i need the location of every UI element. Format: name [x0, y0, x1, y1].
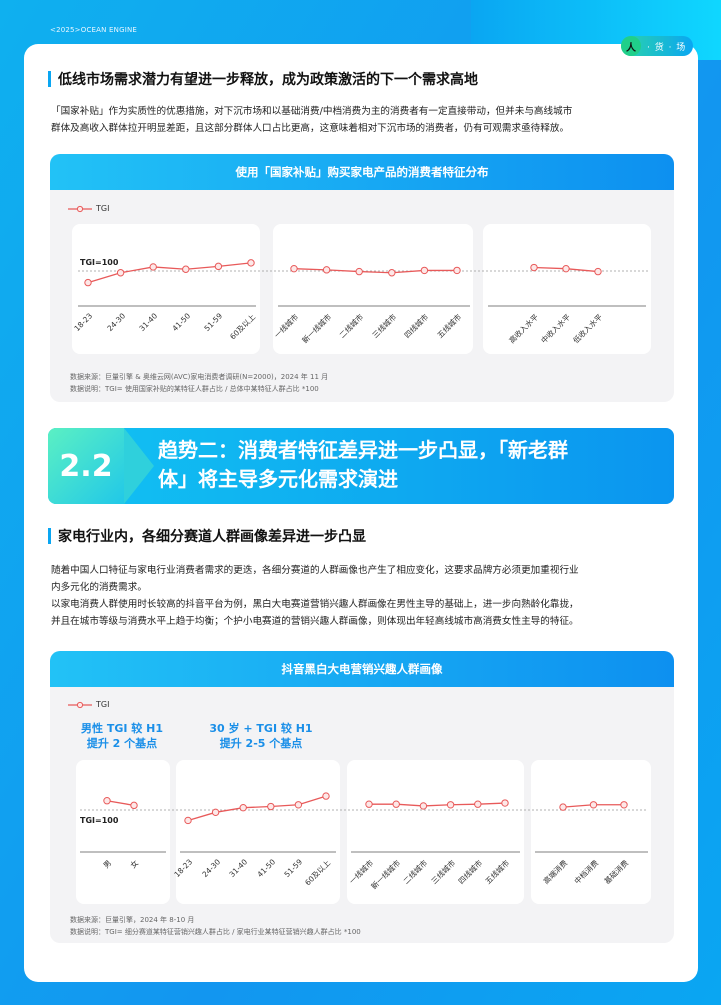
data-point	[355, 267, 363, 276]
data-point	[149, 263, 157, 271]
source-line: 数据来源：巨量引擎，2024 年 8-10 月	[70, 916, 195, 924]
series-line	[87, 262, 252, 284]
para-line: 「国家补贴」作为实质性的优惠措施，对下沉市场和以基础消费/中档消费为主的消费者有…	[51, 106, 573, 117]
series-line	[187, 795, 327, 822]
data-point	[388, 269, 396, 277]
trend-notch	[124, 428, 154, 504]
data-point	[103, 797, 111, 805]
section2-paragraph: 随着中国人口特征与家电行业消费者需求的更迭，各细分赛道的人群画像也产生了相应变化…	[51, 562, 681, 630]
chart1-legend: TGI	[68, 204, 109, 213]
section1-paragraph: 「国家补贴」作为实质性的优惠措施，对下沉市场和以基础消费/中档消费为主的消费者有…	[51, 103, 681, 137]
chart1-title: 使用「国家补贴」购买家电产品的消费者特征分布	[50, 154, 674, 190]
source-line: 数据说明：TGI= 细分赛道某特征营销兴趣人群占比 / 家电行业某特征营销兴趣人…	[70, 928, 361, 936]
data-point	[589, 801, 598, 809]
annotation-line: 提升 2 个基点	[86, 737, 158, 750]
data-point	[247, 259, 255, 267]
data-point	[294, 801, 303, 809]
data-point	[239, 803, 247, 812]
para-line: 以家电消费人群使用时长较高的抖音平台为例，黑白大电赛道营销兴趣人群画像在男性主导…	[51, 599, 579, 610]
trend-title: 趋势二：消费者特征差异进一步凸显，「新老群 体」将主导多元化需求演进	[158, 436, 658, 494]
legend-line-icon	[68, 205, 92, 212]
data-point	[419, 802, 428, 810]
data-point	[594, 267, 602, 276]
data-point	[184, 816, 192, 825]
data-point	[501, 799, 509, 807]
trend-banner: 2.2 趋势二：消费者特征差异进一步凸显，「新老群 体」将主导多元化需求演进	[48, 428, 674, 504]
series-line	[106, 800, 135, 807]
trend-title-line: 体」将主导多元化需求演进	[158, 467, 398, 491]
data-point	[116, 269, 125, 277]
annotation-line: 男性 TGI 较 H1	[81, 722, 163, 735]
data-point	[559, 803, 567, 811]
data-point	[322, 266, 331, 274]
source-line: 数据来源：巨量引擎 & 奥维云网(AVC)家电消费者调研(N=2000)，202…	[70, 373, 329, 381]
data-point	[453, 266, 461, 275]
data-point	[267, 802, 275, 811]
data-point	[620, 801, 628, 809]
source-line: 数据说明：TGI= 使用国家补贴的某特征人群占比 / 总体中某特征人群占比 *1…	[70, 385, 319, 393]
top-label: <2025>OCEAN ENGINE	[50, 26, 138, 34]
chart2-panel-gender	[76, 760, 170, 904]
chart1-panel-city	[273, 224, 473, 354]
para-line: 随着中国人口特征与家电行业消费者需求的更迭，各细分赛道的人群画像也产生了相应变化…	[51, 565, 579, 576]
trend-title-line: 趋势二：消费者特征差异进一步凸显，「新老群	[158, 438, 568, 462]
chart2-source: 数据来源：巨量引擎，2024 年 8-10 月 数据说明：TGI= 细分赛道某特…	[70, 914, 361, 938]
para-line: 并且在城市等级与消费水平上趋于均衡；个护小电赛道的营销兴趣人群画像，则体现出年轻…	[51, 616, 579, 627]
series-line	[293, 268, 457, 274]
chart1-source: 数据来源：巨量引擎 & 奥维云网(AVC)家电消费者调研(N=2000)，202…	[70, 371, 328, 395]
data-point	[84, 278, 92, 287]
chart2-tgi-label: TGI=100	[80, 816, 119, 825]
series-line	[369, 802, 506, 807]
chart2-panel-age	[176, 760, 340, 904]
chart2-panel-city	[347, 760, 524, 904]
data-point	[365, 800, 373, 808]
data-point	[214, 262, 223, 271]
chart2-legend: TGI	[68, 700, 109, 709]
chart2-panel-consumption	[531, 760, 651, 904]
data-point	[130, 801, 138, 810]
chart1-tgi-label: TGI=100	[80, 258, 119, 267]
para-line: 群体及高收入群体拉开明显差距，且这部分群体人口占比更高，这意味着相对下沉市场的消…	[51, 123, 570, 134]
page-number: 13	[678, 968, 691, 979]
data-point	[446, 801, 455, 809]
data-point	[562, 264, 570, 273]
data-point	[211, 808, 220, 817]
legend-line-icon	[68, 701, 92, 708]
data-point	[182, 265, 190, 273]
chart2-annotation-gender: 男性 TGI 较 H1 提升 2 个基点	[72, 721, 172, 751]
chart2-title: 抖音黑白大电营销兴趣人群画像	[50, 651, 674, 687]
section-badge: 人 · 货 · 场	[621, 36, 693, 56]
section1-heading: 低线市场需求潜力有望进一步释放，成为政策激活的下一个需求高地	[58, 72, 478, 88]
chart1-panel-income	[483, 224, 651, 354]
legend-label: TGI	[96, 700, 110, 709]
section2-heading: 家电行业内，各细分赛道人群画像差异进一步凸显	[58, 529, 366, 545]
trend-number: 2.2	[48, 428, 124, 504]
badge-rest: · 货 · 场	[647, 42, 687, 53]
badge-person: 人	[621, 36, 641, 56]
data-point	[322, 792, 330, 800]
chart2-annotation-age: 30 岁 + TGI 较 H1 提升 2-5 个基点	[196, 721, 326, 751]
annotation-line: 提升 2-5 个基点	[219, 737, 303, 750]
data-point	[290, 264, 298, 273]
chart1-panel-age	[72, 224, 260, 354]
para-line: 内多元化的消费需求。	[51, 582, 147, 593]
annotation-line: 30 岁 + TGI 较 H1	[209, 722, 313, 735]
heading-bar	[48, 71, 51, 87]
data-point	[392, 800, 400, 808]
data-point	[530, 263, 538, 272]
heading-bar	[48, 528, 51, 544]
legend-label: TGI	[96, 204, 110, 213]
data-point	[420, 266, 429, 275]
data-point	[474, 800, 482, 808]
